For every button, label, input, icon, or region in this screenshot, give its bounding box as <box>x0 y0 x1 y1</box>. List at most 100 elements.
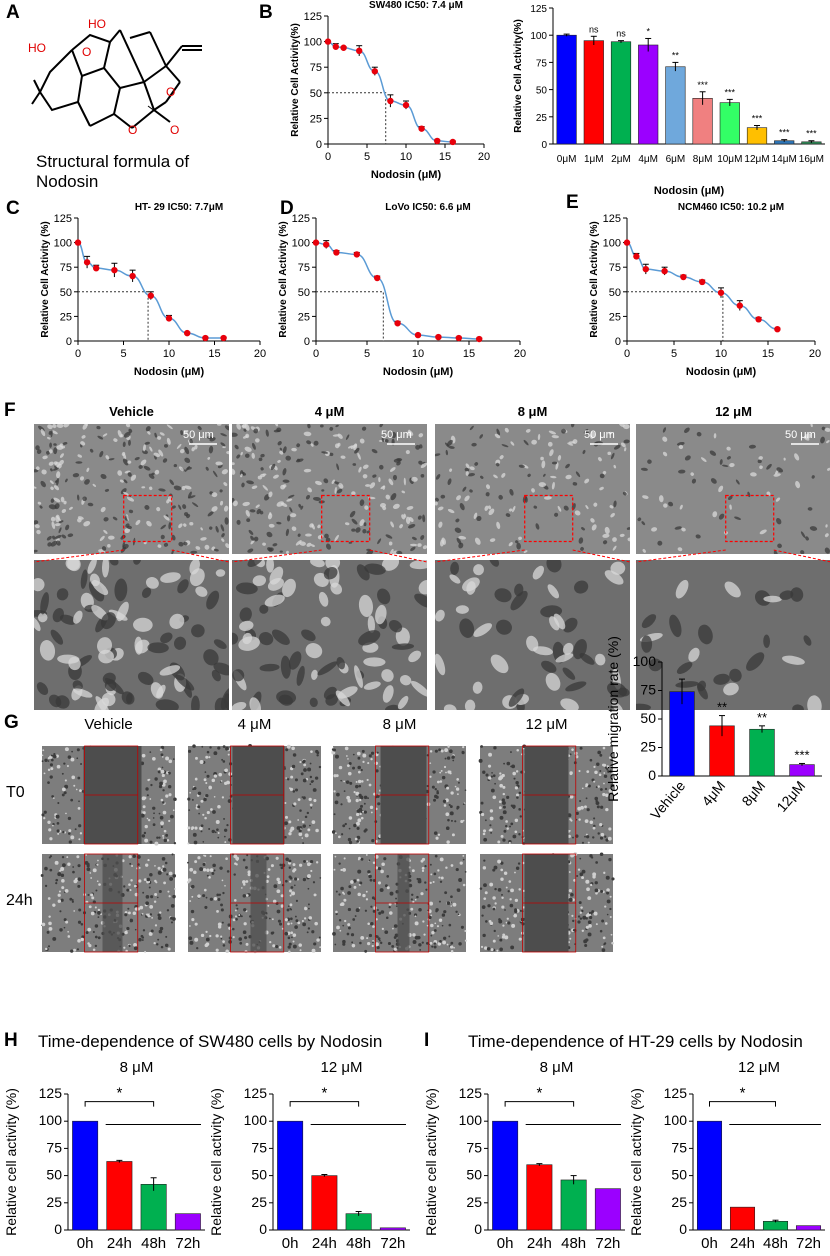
micrograph-bottom <box>636 560 830 710</box>
data-point <box>435 333 442 341</box>
x-tick-label: 0 <box>624 348 630 360</box>
y-tick-label: 50 <box>671 1167 687 1183</box>
scratch-image <box>187 853 322 954</box>
data-point <box>387 97 394 105</box>
significance-label: *** <box>794 747 809 762</box>
significance-label: * <box>116 1085 122 1102</box>
scratch-image <box>479 852 615 953</box>
bar <box>719 102 740 145</box>
x-tick-label: 0 <box>313 348 319 360</box>
y-tick-label: 125 <box>664 1085 688 1101</box>
significance-label: *** <box>779 128 790 138</box>
fit-curve <box>315 241 480 340</box>
bar <box>583 40 604 145</box>
y-tick-label: 0 <box>648 767 656 783</box>
data-point <box>184 329 191 337</box>
bar <box>594 1188 621 1231</box>
x-tick-label: 5 <box>364 151 370 163</box>
y-tick-label: 75 <box>671 1139 687 1155</box>
zoom-connector <box>434 549 631 563</box>
category-label: 6μM <box>666 154 686 165</box>
zoom-box <box>123 494 173 543</box>
data-point <box>111 266 118 274</box>
scratch-image <box>478 744 614 845</box>
category-label: 48h <box>561 1235 586 1252</box>
bar <box>72 1120 99 1231</box>
data-point <box>476 335 483 343</box>
data-point <box>74 239 82 246</box>
bar <box>638 44 659 145</box>
ic50-guide <box>78 291 149 341</box>
y-tick-label: 0 <box>474 1221 482 1237</box>
data-point <box>374 274 381 282</box>
x-tick-label: 10 <box>400 151 412 163</box>
significance-label: ns <box>589 24 599 34</box>
panel-i-title: Time-dependence of HT-29 cells by Nodosi… <box>468 1032 803 1051</box>
structure-caption-line1: Structural formula of <box>36 152 190 171</box>
y-tick-label: 125 <box>530 4 547 15</box>
micrograph-top: 50 μm <box>435 424 630 554</box>
y-tick-label: 50 <box>536 86 548 97</box>
atom-label-o3: O <box>128 123 137 137</box>
panel-g-title: 4 μM <box>237 716 272 733</box>
scale-bar-label: 50 μm <box>584 429 615 441</box>
y-axis-label: Relative cell activity (%) <box>3 1088 19 1236</box>
panel-f-title: 4 μM <box>314 404 345 419</box>
data-point <box>312 239 320 246</box>
panel-h-title: Time-dependence of SW480 cells by Nodosi… <box>38 1032 383 1051</box>
scratch-outline <box>522 745 577 845</box>
x-tick-label: 5 <box>671 348 677 360</box>
scratch-outline <box>230 745 285 845</box>
chart-sw480-bars: 0 25 50 75 100 125 0μM ns 1μM ns 2μM * 4μM ** 6μM *** 8μ… <box>513 4 825 197</box>
atom-label-ho2: HO <box>88 17 106 31</box>
x-tick-label: 10 <box>163 348 175 360</box>
y-axis-label: Relative Cell Activity(%) <box>290 23 301 137</box>
x-axis-label: Nodosin (μM) <box>654 185 725 197</box>
scratch-image <box>332 853 467 953</box>
bar <box>610 41 632 145</box>
category-label: 0h <box>497 1235 514 1252</box>
y-tick-label: 100 <box>54 238 72 250</box>
data-point <box>220 334 227 342</box>
y-tick-label: 125 <box>304 11 322 23</box>
panel-label-b: B <box>259 2 273 23</box>
chart-sw480-12um: 0 25 50 75 100 125 0h 24h 48h 72h 12 μM Relative ce… <box>208 1059 410 1252</box>
zoom-connector <box>33 549 230 563</box>
data-point <box>699 278 706 286</box>
data-point <box>371 68 378 75</box>
data-point <box>736 302 743 309</box>
data-point <box>434 137 441 145</box>
bar <box>140 1184 167 1231</box>
category-label: 14μM <box>772 154 797 165</box>
category-label: 24h <box>730 1235 755 1252</box>
data-point <box>642 265 649 273</box>
chart-ht29-curve: 0 25 50 75 100 125 0 5 10 15 20 HT- 29 IC50: 7.7μM N… <box>40 202 266 378</box>
bar <box>560 1179 587 1231</box>
panel-label-d: D <box>280 198 294 219</box>
significance-label: * <box>321 1085 327 1102</box>
y-tick-label: 50 <box>60 287 72 299</box>
atom-label-o4: O <box>170 123 179 137</box>
y-tick-label: 25 <box>46 1194 62 1210</box>
data-point <box>324 38 332 45</box>
y-tick-label: 50 <box>466 1167 482 1183</box>
y-tick-label: 100 <box>664 1112 688 1128</box>
category-label: 72h <box>175 1235 200 1252</box>
y-tick-label: 25 <box>251 1194 267 1210</box>
data-point <box>340 44 347 51</box>
category-label: 4μM <box>638 154 658 165</box>
bar <box>556 34 577 145</box>
y-tick-label: 25 <box>671 1194 687 1210</box>
data-point <box>717 289 725 296</box>
y-axis-label: Relative Cell Activity (%) <box>589 221 600 337</box>
bar <box>311 1175 338 1231</box>
micrograph-bottom <box>435 560 630 710</box>
y-tick-label: 100 <box>633 653 657 669</box>
y-tick-label: 50 <box>310 88 322 100</box>
data-point <box>353 251 360 258</box>
significance-label: * <box>740 1085 746 1102</box>
bar <box>795 1225 822 1231</box>
scale-bar-label: 50 μm <box>785 429 816 441</box>
category-label: 72h <box>380 1235 405 1252</box>
chart-title: 12 μM <box>738 1059 780 1076</box>
